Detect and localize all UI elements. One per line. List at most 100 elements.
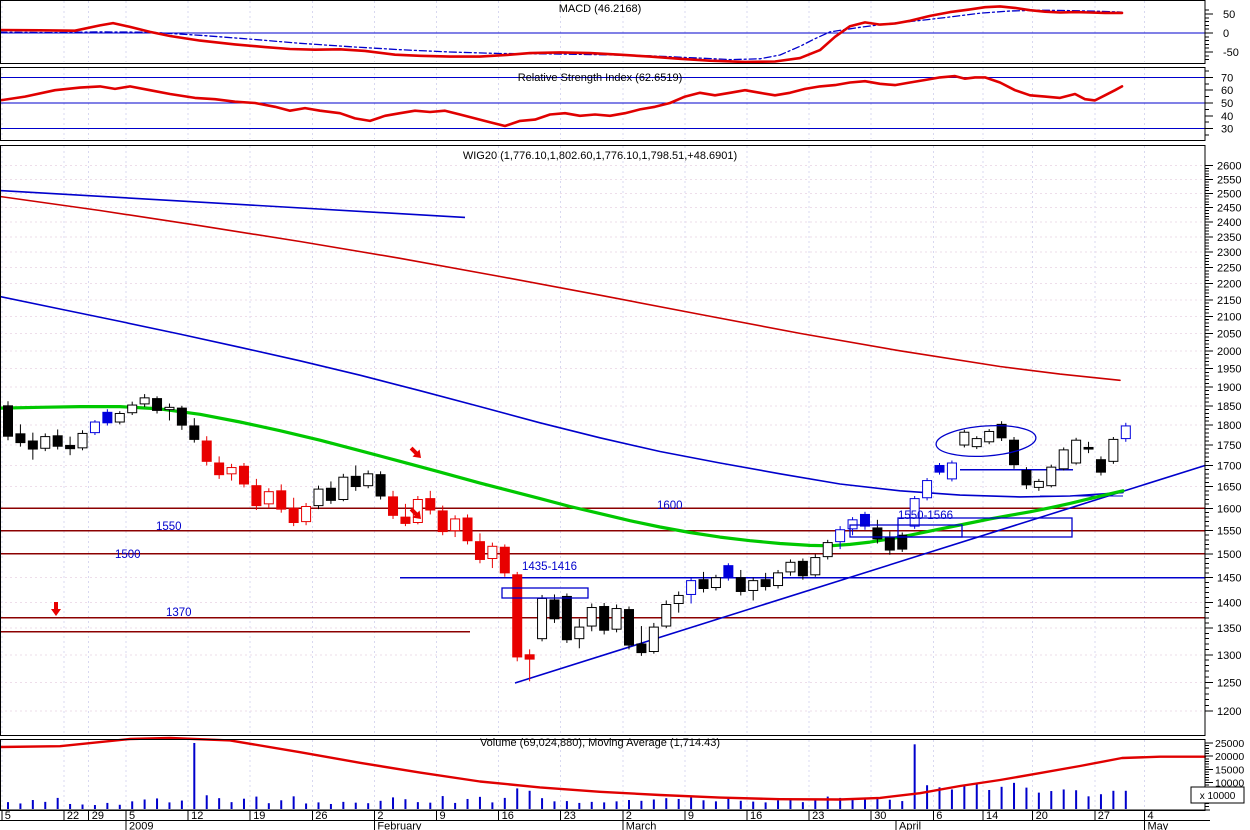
volume-bar — [652, 799, 655, 809]
candle — [238, 465, 249, 485]
candle — [723, 565, 734, 578]
svg-text:1250: 1250 — [1217, 677, 1241, 689]
volume-bar — [31, 800, 34, 809]
candle — [325, 487, 336, 501]
volume-bar — [19, 803, 22, 809]
volume-bar — [416, 802, 419, 809]
candle — [872, 527, 883, 540]
candle — [1095, 459, 1106, 473]
rsi-panel-title: Relative Strength Index (62.6519) — [517, 72, 683, 84]
candle — [251, 485, 262, 507]
svg-text:1550: 1550 — [156, 521, 182, 533]
svg-text:1550: 1550 — [1217, 526, 1241, 538]
volume-bar — [280, 800, 283, 809]
svg-text:1370: 1370 — [166, 607, 192, 619]
candle — [89, 421, 100, 434]
svg-text:1200: 1200 — [1217, 706, 1241, 718]
svg-text:70: 70 — [1221, 72, 1233, 84]
candle — [288, 507, 299, 524]
chart-annotations: 1600 1550 1500 1370 1435-1416 1550-1566 — [51, 424, 1073, 619]
candle — [785, 561, 796, 573]
candle — [375, 474, 386, 497]
candle — [599, 606, 610, 631]
macd-line — [0, 5, 1124, 64]
volume-bar — [317, 802, 320, 809]
candle — [537, 597, 548, 640]
svg-text:5: 5 — [129, 810, 135, 822]
volume-bar — [429, 802, 432, 809]
candle — [1021, 469, 1032, 486]
blue-ma-line — [0, 295, 1124, 498]
volume-bar — [205, 795, 208, 809]
svg-text:2150: 2150 — [1217, 295, 1241, 307]
macd-panel-title: MACD (46.2168) — [558, 3, 642, 15]
volume-bar — [255, 796, 258, 809]
svg-text:1550-1566: 1550-1566 — [898, 510, 953, 522]
candle — [263, 491, 274, 505]
volume-bar — [988, 789, 991, 809]
volume-bar — [801, 802, 804, 809]
highlight-ellipse — [935, 424, 1037, 458]
volume-bar — [938, 787, 941, 809]
highlight-rect — [897, 517, 1073, 538]
volume-bar — [677, 798, 680, 809]
svg-text:2500: 2500 — [1217, 188, 1241, 200]
volume-bar — [603, 802, 606, 809]
svg-text:6: 6 — [936, 810, 942, 822]
candle — [176, 407, 187, 426]
candle — [611, 608, 622, 630]
svg-text:23: 23 — [564, 810, 576, 822]
candle — [1046, 466, 1057, 487]
candle — [65, 444, 76, 450]
candle — [363, 473, 374, 487]
candle — [561, 595, 572, 641]
volume-bar — [392, 797, 395, 809]
volume-bar — [329, 803, 332, 809]
volume-bar — [478, 796, 481, 809]
volume-unit-multiplier: x 10000 — [1190, 786, 1245, 804]
candle — [474, 541, 485, 560]
volume-bar — [789, 799, 792, 809]
volume-bar — [901, 801, 904, 809]
svg-text:2: 2 — [377, 810, 383, 822]
candle — [437, 510, 448, 533]
candle — [40, 436, 51, 449]
volume-bar — [1062, 789, 1065, 809]
candle — [1058, 449, 1069, 470]
volume-bar — [590, 801, 593, 809]
candle — [884, 537, 895, 551]
svg-text:23: 23 — [812, 810, 824, 822]
volume-bar — [367, 803, 370, 809]
candle — [710, 577, 721, 589]
svg-text:16: 16 — [502, 810, 514, 822]
volume-bar — [578, 802, 581, 809]
svg-text:2050: 2050 — [1217, 328, 1241, 340]
volume-bar — [93, 805, 96, 809]
volume-bar — [230, 802, 233, 809]
svg-text:2200: 2200 — [1217, 279, 1241, 291]
svg-text:1400: 1400 — [1217, 597, 1241, 609]
volume-bar — [342, 801, 345, 809]
candle — [388, 496, 399, 516]
candle — [897, 534, 908, 550]
candle — [201, 440, 212, 462]
svg-text:1500: 1500 — [1217, 549, 1241, 561]
candle — [189, 425, 200, 440]
volume-bar — [516, 788, 519, 809]
svg-text:1700: 1700 — [1217, 460, 1241, 472]
candle — [102, 411, 113, 424]
candle — [350, 475, 361, 488]
svg-text:15000: 15000 — [1215, 764, 1244, 776]
volume-bar — [826, 796, 829, 809]
svg-text:2009: 2009 — [129, 821, 153, 830]
candle — [661, 603, 672, 627]
candle — [624, 609, 634, 646]
volume-bar — [441, 796, 444, 809]
svg-text:0: 0 — [1223, 28, 1229, 40]
svg-text:20000: 20000 — [1215, 751, 1244, 763]
volume-bar — [553, 801, 556, 809]
rsi-line — [0, 74, 1124, 128]
candle — [934, 464, 945, 473]
candle — [499, 546, 510, 574]
